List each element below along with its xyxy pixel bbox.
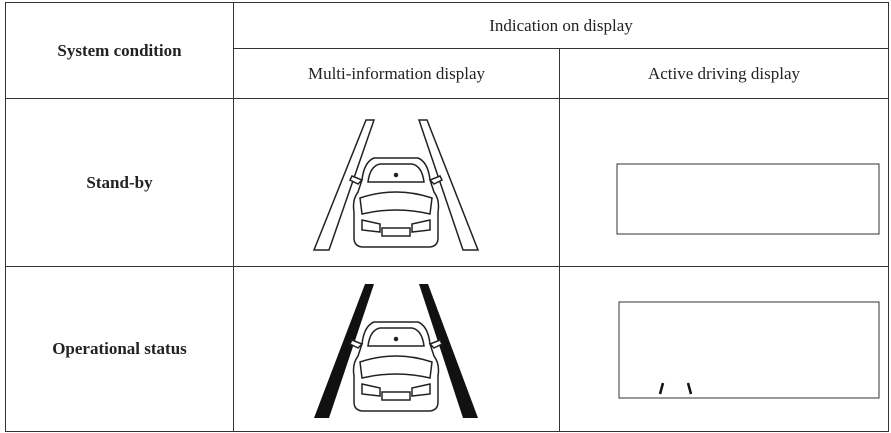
icon-cell bbox=[559, 266, 889, 432]
operational-display bbox=[618, 301, 880, 398]
condition-table: System condition Indication on display M… bbox=[5, 2, 889, 432]
operational-icon bbox=[314, 283, 478, 418]
icon-cell bbox=[233, 98, 560, 267]
standby-icon bbox=[312, 118, 480, 251]
icon-cell bbox=[559, 98, 889, 267]
header-cell: Active driving display bbox=[559, 48, 889, 99]
icon-cell bbox=[233, 266, 560, 432]
header-cell: Multi-information display bbox=[233, 48, 560, 99]
header-cell: Indication on display bbox=[233, 2, 889, 49]
row-label: Stand-by bbox=[5, 98, 234, 267]
header-cell: System condition bbox=[5, 2, 234, 99]
row-label: Operational status bbox=[5, 266, 234, 432]
standby-display bbox=[616, 163, 880, 234]
